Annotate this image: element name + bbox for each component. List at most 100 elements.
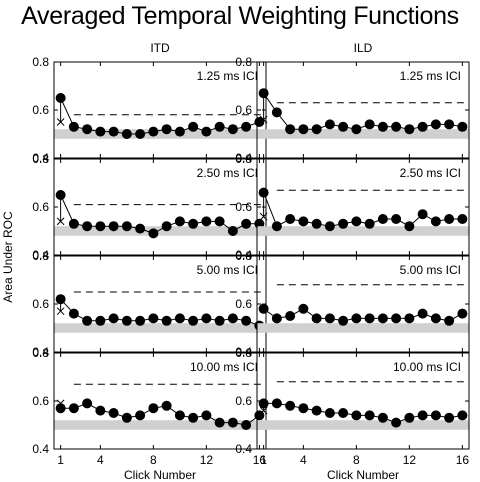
data-point <box>377 121 388 132</box>
panel-itd-4: 0.4 0.6 0.8 1 4 8 12 16 10.00 ms ICI <box>32 346 267 467</box>
cross-marker <box>259 406 268 415</box>
x-tick-label: 16 <box>253 453 267 467</box>
panel-ild-2: 0.4 0.6 0.8 2.50 ms ICI <box>235 152 470 262</box>
data-point <box>364 313 375 324</box>
data-point <box>364 410 375 421</box>
data-point <box>271 221 282 232</box>
data-point <box>444 119 455 130</box>
data-point <box>324 221 335 232</box>
data-point <box>324 408 335 418</box>
data-point <box>338 408 349 418</box>
series-line <box>263 192 463 227</box>
chance-band <box>257 420 469 430</box>
data-point <box>201 410 212 421</box>
data-point <box>55 93 66 103</box>
y-tick-label: 0.6 <box>32 297 49 311</box>
chance-band <box>54 226 266 236</box>
data-point <box>377 412 388 423</box>
chance-band <box>54 323 266 333</box>
x-tick-label: 8 <box>353 453 360 467</box>
data-point <box>174 126 185 137</box>
panel-ild-3: 0.4 0.6 0.8 5.00 ms ICI <box>235 249 470 359</box>
data-point <box>391 313 402 324</box>
panel-itd-3: 0.40.60.85.00 ms ICI <box>32 249 267 359</box>
data-point <box>135 129 146 139</box>
y-tick-label: 0.6 <box>32 200 49 214</box>
data-point <box>68 218 79 229</box>
x-tick-label: 8 <box>150 453 157 467</box>
cross-marker <box>56 118 65 126</box>
data-point <box>174 216 185 227</box>
data-point <box>108 313 119 324</box>
data-point <box>121 315 132 326</box>
data-point <box>241 315 252 326</box>
data-point <box>188 218 199 229</box>
data-point <box>121 412 132 423</box>
data-point <box>391 214 402 224</box>
data-point <box>227 124 238 135</box>
x-tick-label: 4 <box>300 453 307 467</box>
data-point <box>417 121 428 132</box>
data-point <box>227 226 238 236</box>
data-point <box>404 221 415 232</box>
data-point <box>285 400 296 411</box>
panel-label: 10.00 ms ICI <box>393 360 461 374</box>
chance-band <box>257 226 469 236</box>
data-point <box>377 313 388 324</box>
data-point <box>377 214 388 224</box>
y-tick-label: 0.4 <box>32 442 49 456</box>
panel-label: 5.00 ms ICI <box>400 263 461 277</box>
y-tick-label: 0.6 <box>32 103 49 117</box>
data-point <box>174 410 185 421</box>
series-line <box>60 402 260 426</box>
x-axis-label-ild: Click Number <box>327 468 399 482</box>
data-point <box>324 119 335 130</box>
y-tick-label: 0.6 <box>235 394 252 408</box>
data-point <box>148 403 159 414</box>
data-point <box>108 221 119 232</box>
series-line <box>263 92 463 130</box>
data-point <box>135 410 146 421</box>
data-point <box>68 308 79 319</box>
data-point <box>135 315 146 326</box>
data-point <box>161 221 172 232</box>
data-point <box>55 403 66 414</box>
cross-marker <box>56 217 65 226</box>
data-point <box>161 400 172 411</box>
data-point <box>241 420 252 430</box>
data-point <box>188 315 199 326</box>
data-point <box>391 417 402 428</box>
y-axis-label: Area Under ROC <box>1 211 15 303</box>
y-tick-label: 0.6 <box>235 200 252 214</box>
panel-label: 2.50 ms ICI <box>400 166 461 180</box>
data-point <box>214 216 225 227</box>
panel-label: 2.50 ms ICI <box>197 166 258 180</box>
chance-band <box>257 129 469 139</box>
data-point <box>311 313 322 324</box>
panel-label: 5.00 ms ICI <box>197 263 258 277</box>
data-point <box>298 303 309 314</box>
data-point <box>174 313 185 324</box>
data-point <box>108 408 119 418</box>
series-line <box>263 308 463 322</box>
data-point <box>258 398 269 409</box>
series-line <box>60 298 260 327</box>
data-point <box>444 412 455 423</box>
data-point <box>68 121 79 132</box>
panel-label: 1.25 ms ICI <box>197 69 258 83</box>
data-point <box>55 294 66 305</box>
cross-marker <box>259 304 268 313</box>
panel-itd-1: 0.40.60.81.25 ms ICI <box>32 55 267 165</box>
data-point <box>351 216 362 227</box>
data-point <box>351 124 362 135</box>
data-point <box>148 126 159 137</box>
y-tick-label: 0.4 <box>32 151 49 165</box>
data-point <box>161 124 172 135</box>
data-point <box>82 124 93 135</box>
y-tick-label: 0.8 <box>235 346 252 360</box>
y-tick-label: 0.8 <box>32 346 49 360</box>
y-tick-label: 0.4 <box>235 442 252 456</box>
data-point <box>311 218 322 229</box>
x-tick-label: 1 <box>260 453 267 467</box>
data-point <box>95 126 106 137</box>
